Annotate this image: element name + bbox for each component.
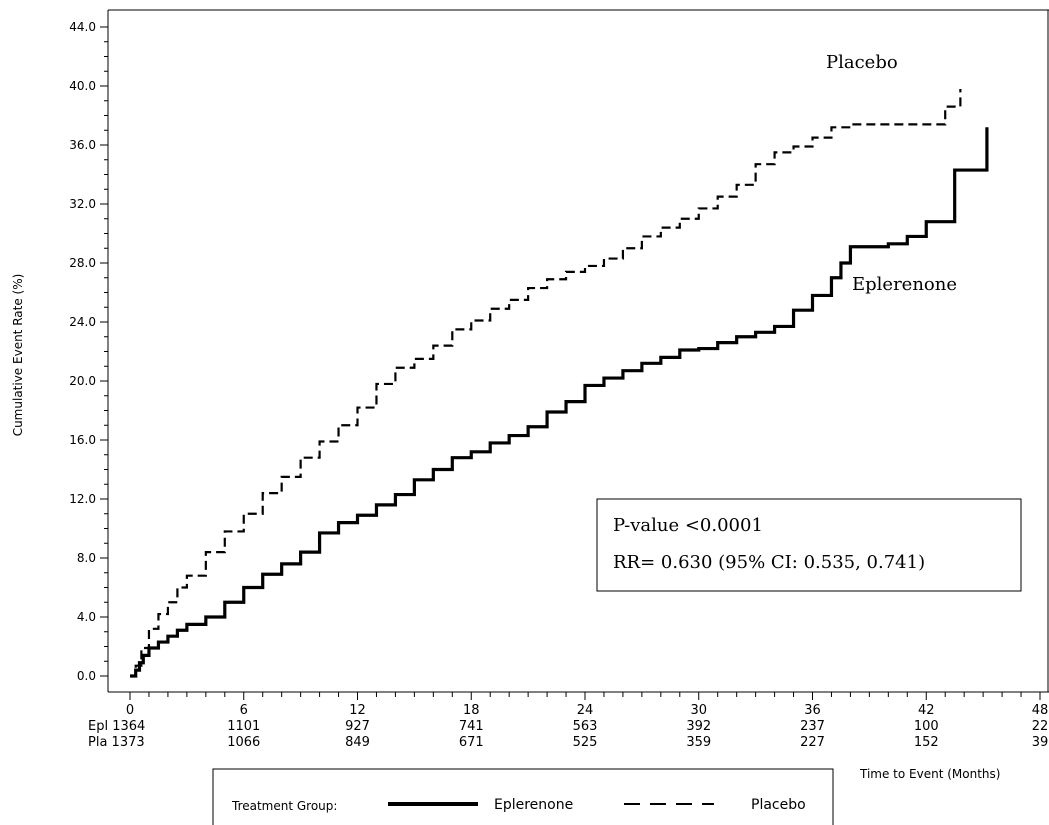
risk-row-label-pla: Pla 1373 bbox=[88, 735, 145, 750]
risk-table: Epl 1364 Pla 1373 1101 927 741 563 392 237 100… bbox=[88, 719, 1048, 750]
x-tick-label: 6 bbox=[240, 703, 248, 718]
risk-value: 741 bbox=[459, 719, 484, 734]
x-tick-label: 12 bbox=[349, 703, 366, 718]
risk-row-label-epl: Epl 1364 bbox=[88, 719, 145, 734]
legend-eplerenone-label: Eplerenone bbox=[494, 797, 573, 813]
x-tick-label: 30 bbox=[690, 703, 707, 718]
risk-value: 152 bbox=[914, 735, 939, 750]
risk-value: 392 bbox=[686, 719, 711, 734]
y-tick-label: 8.0 bbox=[77, 551, 96, 565]
y-ticks: 0.0 4.0 8.0 12.0 16.0 20.0 24.0 28.0 32.0 36.0 40.… bbox=[69, 20, 108, 683]
risk-value: 671 bbox=[459, 735, 484, 750]
placebo-curve-label: Placebo bbox=[826, 52, 898, 73]
risk-value: 237 bbox=[800, 719, 825, 734]
legend: Treatment Group: Eplerenone Placebo bbox=[212, 768, 834, 825]
y-tick-label: 16.0 bbox=[69, 433, 96, 447]
y-tick-label: 40.0 bbox=[69, 79, 96, 93]
risk-value: 1101 bbox=[227, 719, 260, 734]
x-tick-label: 48 bbox=[1032, 703, 1049, 718]
y-tick-label: 24.0 bbox=[69, 315, 96, 329]
risk-value: 39 bbox=[1032, 735, 1049, 750]
y-tick-label: 36.0 bbox=[69, 138, 96, 152]
eplerenone-curve-label: Eplerenone bbox=[852, 274, 957, 295]
x-ticks: 0 6 12 18 24 30 36 42 48 bbox=[126, 692, 1048, 718]
x-tick-label: 18 bbox=[463, 703, 480, 718]
risk-value: 927 bbox=[345, 719, 370, 734]
y-tick-label: 12.0 bbox=[69, 492, 96, 506]
risk-value: 563 bbox=[573, 719, 598, 734]
risk-value: 525 bbox=[573, 735, 598, 750]
y-tick-label: 32.0 bbox=[69, 197, 96, 211]
y-tick-label: 44.0 bbox=[69, 20, 96, 34]
series-group bbox=[130, 88, 989, 678]
stats-annotation-box: P-value <0.0001 RR= 0.630 (95% CI: 0.535… bbox=[596, 498, 1022, 592]
x-axis-label: Time to Event (Months) bbox=[859, 767, 1000, 781]
p-value-text: P-value <0.0001 bbox=[613, 515, 763, 536]
x-tick-label: 42 bbox=[918, 703, 935, 718]
legend-title: Treatment Group: bbox=[231, 799, 337, 813]
risk-value: 227 bbox=[800, 735, 825, 750]
risk-value: 359 bbox=[686, 735, 711, 750]
risk-value: 100 bbox=[914, 719, 939, 734]
y-tick-label: 20.0 bbox=[69, 374, 96, 388]
y-tick-label: 4.0 bbox=[77, 610, 96, 624]
risk-value: 22 bbox=[1032, 719, 1049, 734]
y-tick-label: 0.0 bbox=[77, 669, 96, 683]
y-axis-label: Cumulative Event Rate (%) bbox=[11, 274, 25, 437]
rr-text: RR= 0.630 (95% CI: 0.535, 0.741) bbox=[613, 552, 925, 573]
series-eplerenone-line bbox=[130, 127, 989, 678]
risk-value: 1066 bbox=[227, 735, 260, 750]
x-tick-label: 24 bbox=[577, 703, 594, 718]
risk-value: 849 bbox=[345, 735, 370, 750]
series-placebo-line bbox=[130, 88, 962, 678]
x-tick-label: 0 bbox=[126, 703, 134, 718]
legend-placebo-label: Placebo bbox=[751, 797, 806, 813]
x-tick-label: 36 bbox=[804, 703, 821, 718]
y-tick-label: 28.0 bbox=[69, 256, 96, 270]
